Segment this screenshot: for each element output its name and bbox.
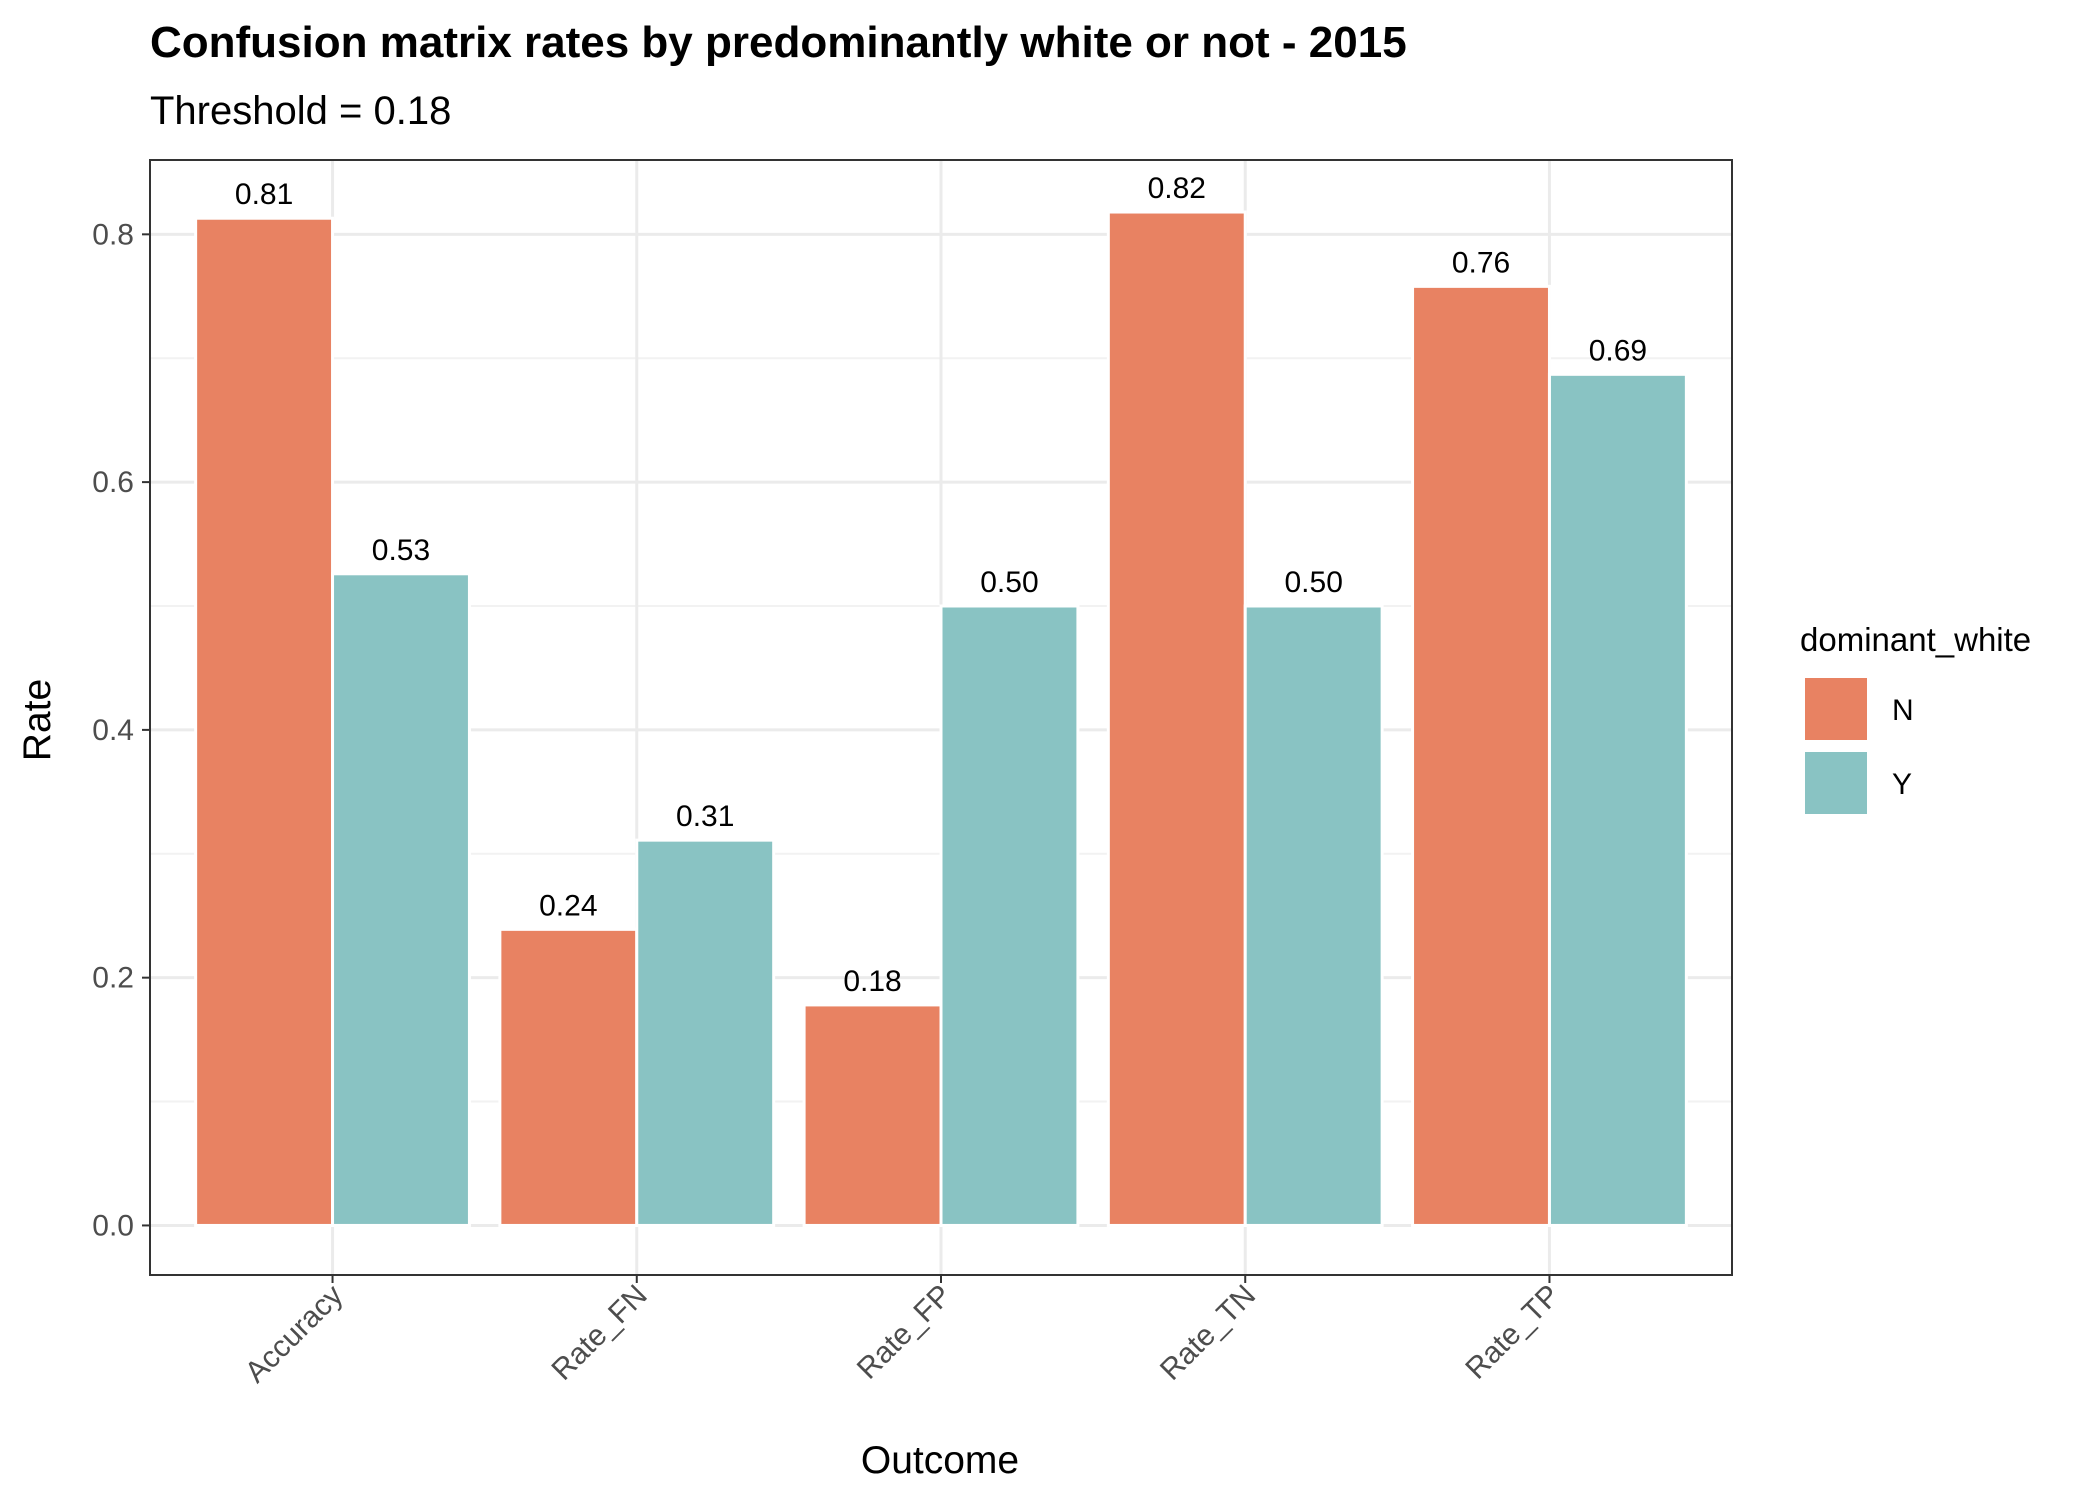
bar-y-rate-tn	[1243, 604, 1384, 1227]
y-tick-label: 0.6	[92, 466, 134, 499]
x-tick-label: Accuracy	[239, 1279, 350, 1390]
bar-y-rate-tp	[1547, 372, 1688, 1227]
data-label: 0.50	[1284, 566, 1342, 599]
bar-n-rate-tn	[1106, 210, 1247, 1227]
data-label: 0.69	[1589, 334, 1647, 367]
data-label: 0.81	[235, 178, 293, 211]
legend-swatch-y	[1805, 752, 1867, 814]
bar-n-rate-fp	[802, 1003, 943, 1227]
data-label: 0.53	[372, 534, 430, 567]
bar-y-rate-fn	[635, 838, 776, 1227]
y-tick-label: 0.0	[92, 1209, 134, 1242]
data-label: 0.50	[980, 566, 1038, 599]
data-labels-group: 0.81 0.53 0.24 0.31 0.18 0.50 0.82 0.50 0.76 0.69	[235, 172, 1647, 998]
chart-title: Confusion matrix rates by predominantly …	[150, 18, 1407, 67]
bars-group	[194, 210, 1688, 1227]
x-tick-label: Rate_FP	[851, 1279, 958, 1386]
data-label: 0.76	[1452, 246, 1510, 279]
legend-title: dominant_white	[1800, 621, 2031, 658]
y-tick-label: 0.8	[92, 218, 134, 251]
bar-y-accuracy	[331, 572, 471, 1227]
bar-y-rate-fp	[939, 604, 1080, 1227]
y-tick-label: 0.4	[92, 714, 134, 747]
data-label: 0.31	[676, 800, 734, 833]
legend-label-n: N	[1892, 694, 1914, 727]
legend-swatch-n	[1805, 678, 1867, 740]
bar-n-rate-fn	[498, 927, 639, 1227]
data-label: 0.24	[539, 889, 597, 922]
data-label: 0.82	[1148, 172, 1206, 205]
x-tick-label: Rate_FN	[545, 1279, 653, 1387]
x-axis-title: Outcome	[861, 1439, 1019, 1482]
legend-label-y: Y	[1892, 768, 1912, 801]
x-tick-label: Rate_TN	[1154, 1279, 1262, 1387]
data-label: 0.18	[843, 965, 901, 998]
chart-subtitle: Threshold = 0.18	[150, 89, 451, 133]
legend: dominant_white N Y	[1800, 621, 2031, 814]
y-tick-label: 0.2	[92, 962, 134, 995]
y-axis-title: Rate	[16, 679, 59, 761]
bar-n-rate-tp	[1411, 284, 1551, 1227]
bar-n-accuracy	[194, 216, 335, 1227]
x-tick-label: Rate_TP	[1459, 1279, 1566, 1386]
